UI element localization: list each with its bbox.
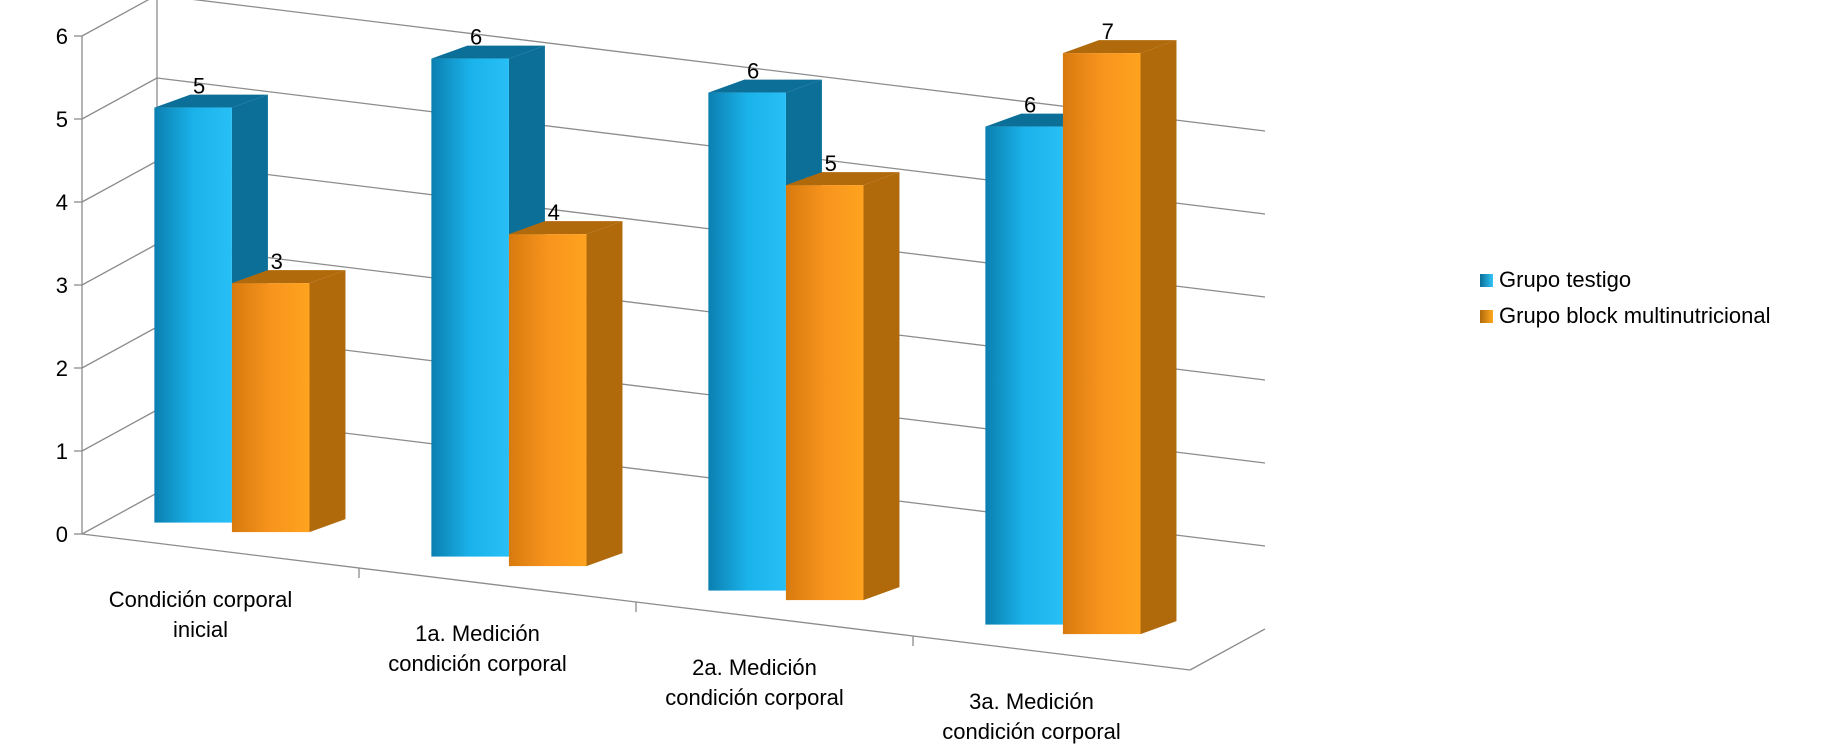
x-tick-label: Condición corporal inicial (109, 587, 292, 642)
data-label: 6 (1024, 93, 1036, 118)
floor-right-edge (1189, 628, 1266, 671)
legend-item: Grupo block multinutricional (1480, 298, 1770, 334)
bar (1062, 40, 1177, 635)
bar-side (1140, 40, 1177, 635)
bar-top (508, 221, 623, 235)
chart-labels: 0 1 2 3 4 5 6 Condición corporal inicial 1a. Medi… (56, 19, 1121, 744)
x-tick-label: 3a. Medición condición corporal (942, 689, 1121, 744)
y-tick-label: 1 (56, 439, 68, 464)
side-gridline (81, 326, 158, 369)
bar-front (785, 185, 864, 601)
bar (508, 221, 623, 567)
y-tick-label: 0 (56, 522, 68, 547)
bar-side (586, 221, 623, 567)
side-gridline (81, 492, 158, 535)
bar-side (309, 270, 346, 533)
data-label: 5 (193, 74, 205, 99)
legend-swatch (1480, 273, 1493, 287)
y-tick-label: 2 (56, 356, 68, 381)
side-gridline (81, 160, 158, 203)
bar-top (431, 45, 545, 59)
bar-front (431, 58, 509, 557)
legend: Grupo testigo Grupo block multinutriciona… (1480, 262, 1770, 334)
bar-top (708, 79, 822, 93)
legend-label: Grupo testigo (1499, 267, 1632, 292)
data-label: 7 (1102, 19, 1114, 44)
bar (231, 270, 346, 533)
bar-front (1062, 53, 1141, 635)
side-gridline (81, 77, 158, 120)
y-tick-label: 4 (56, 190, 68, 215)
data-label: 6 (747, 59, 759, 84)
x-tick-label: 2a. Medición condición corporal (665, 655, 844, 710)
side-gridline (81, 0, 150, 37)
bar-front (231, 283, 310, 533)
legend-swatch (1480, 309, 1493, 323)
data-label: 5 (825, 151, 837, 176)
data-label: 6 (470, 25, 482, 50)
y-tick-label: 6 (56, 24, 68, 49)
data-label: 4 (548, 200, 560, 225)
legend-label: Grupo block multinutricional (1499, 303, 1771, 328)
bar-front (154, 107, 232, 523)
legend-item: Grupo testigo (1480, 262, 1770, 298)
bar-side (863, 172, 900, 601)
side-gridline (81, 243, 158, 286)
y-tick-label: 5 (56, 107, 68, 132)
bar-top (231, 270, 346, 284)
bar-front (708, 92, 786, 591)
bar-top (154, 94, 268, 108)
x-tick-label: 1a. Medición condición corporal (388, 621, 567, 676)
chart-bars (154, 40, 1177, 635)
bar-top (785, 172, 900, 186)
y-tick-label: 3 (56, 273, 68, 298)
bar (785, 172, 900, 601)
side-gridline (81, 409, 158, 452)
bar-top (1062, 40, 1177, 54)
data-label: 3 (271, 249, 283, 274)
bar-front (508, 234, 587, 567)
bar-front (985, 126, 1063, 625)
